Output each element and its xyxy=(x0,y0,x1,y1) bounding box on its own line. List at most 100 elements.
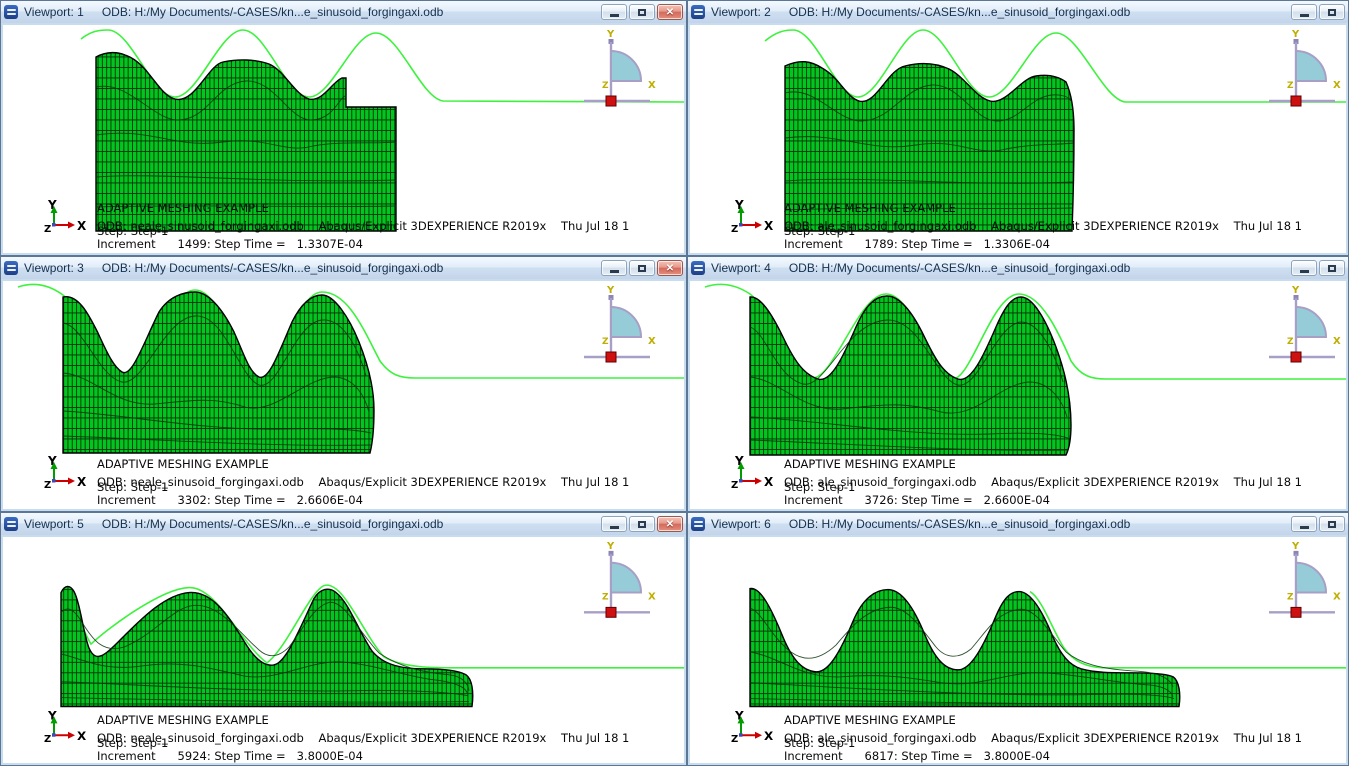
die-curve xyxy=(764,29,1346,103)
viewport-window-4: Viewport: 4 ODB: H:/My Documents/-CASES/… xyxy=(687,256,1349,512)
restore-button[interactable] xyxy=(629,516,655,532)
viewport-titlebar[interactable]: Viewport: 1 ODB: H:/My Documents/-CASES/… xyxy=(1,1,686,24)
viewport-window-5: Viewport: 5 ODB: H:/My Documents/-CASES/… xyxy=(0,512,687,766)
annotation-increment-line: Increment 1499: Step Time = 1.3307E-04 xyxy=(97,237,363,251)
die-curve xyxy=(60,584,684,669)
annotation-heading: ADAPTIVE MESHING EXAMPLE xyxy=(97,201,269,215)
restore-button[interactable] xyxy=(1319,516,1345,532)
annotation-heading: ADAPTIVE MESHING EXAMPLE xyxy=(97,457,269,471)
viewport-titlebar[interactable]: Viewport: 3 ODB: H:/My Documents/-CASES/… xyxy=(1,257,686,280)
viewport-window-3: Viewport: 3 ODB: H:/My Documents/-CASES/… xyxy=(0,256,687,512)
annotation-increment-line: Increment 3726: Step Time = 2.6600E-04 xyxy=(784,493,1050,507)
viewport-titlebar[interactable]: Viewport: 2 ODB: H:/My Documents/-CASES/… xyxy=(688,1,1348,24)
viewport-icon xyxy=(691,517,705,531)
state-annotation: ADAPTIVE MESHING EXAMPLE ODB: ale_sinuso… xyxy=(784,537,1349,763)
viewport-canvas[interactable]: ADAPTIVE MESHING EXAMPLE ODB: neale_sinu… xyxy=(1,535,686,765)
restore-button[interactable] xyxy=(1319,4,1345,20)
viewport-title: Viewport: 4 xyxy=(711,261,771,275)
viewport-titlebar[interactable]: Viewport: 6 ODB: H:/My Documents/-CASES/… xyxy=(688,513,1348,536)
annotation-odb-line: ODB: neale_sinusoid_forgingaxi.odb Abaqu… xyxy=(97,219,630,233)
annotation-heading: ADAPTIVE MESHING EXAMPLE xyxy=(97,713,269,727)
close-button[interactable]: ✕ xyxy=(657,516,683,532)
viewport-canvas[interactable]: ADAPTIVE MESHING EXAMPLE ODB: neale_sinu… xyxy=(1,23,686,255)
state-annotation: ADAPTIVE MESHING EXAMPLE ODB: ale_sinuso… xyxy=(784,281,1349,509)
restore-icon xyxy=(638,520,646,528)
minimize-button[interactable] xyxy=(601,260,627,276)
minimize-button[interactable] xyxy=(601,516,627,532)
annotation-step-line: Step: Step-1 xyxy=(97,224,169,238)
restore-icon xyxy=(1328,8,1336,16)
state-annotation: ADAPTIVE MESHING EXAMPLE ODB: ale_sinuso… xyxy=(784,25,1349,253)
annotation-step-line: Step: Step-1 xyxy=(97,736,169,750)
annotation-heading: ADAPTIVE MESHING EXAMPLE xyxy=(784,457,956,471)
annotation-step-line: Step: Step-1 xyxy=(97,480,169,494)
annotation-odb-line: ODB: neale_sinusoid_forgingaxi.odb Abaqu… xyxy=(97,731,630,745)
viewport-scene xyxy=(43,27,684,236)
viewport-titlebar[interactable]: Viewport: 4 ODB: H:/My Documents/-CASES/… xyxy=(688,257,1348,280)
minimize-button[interactable] xyxy=(601,4,627,20)
viewport-title-odb-path: ODB: H:/My Documents/-CASES/kn...e_sinus… xyxy=(101,261,444,275)
viewport-scene xyxy=(730,539,1346,747)
viewport-titlebar[interactable]: Viewport: 5 ODB: H:/My Documents/-CASES/… xyxy=(1,513,686,536)
minimize-button[interactable] xyxy=(1291,516,1317,532)
restore-icon xyxy=(638,8,646,16)
viewport-title-odb-path: ODB: H:/My Documents/-CASES/kn...e_sinus… xyxy=(788,517,1131,531)
state-annotation: ADAPTIVE MESHING EXAMPLE ODB: neale_sinu… xyxy=(97,25,697,253)
minimize-button[interactable] xyxy=(1291,4,1317,20)
restore-button[interactable] xyxy=(629,260,655,276)
annotation-odb-line: ODB: ale_sinusoid_forgingaxi.odb Abaqus/… xyxy=(784,219,1302,233)
viewport-canvas[interactable]: ADAPTIVE MESHING EXAMPLE ODB: ale_sinuso… xyxy=(688,535,1348,765)
minimize-icon xyxy=(609,269,619,273)
viewport-scene xyxy=(17,283,684,492)
workpiece-mesh xyxy=(60,585,474,708)
annotation-increment-line: Increment 1789: Step Time = 1.3306E-04 xyxy=(784,237,1050,251)
state-annotation: ADAPTIVE MESHING EXAMPLE ODB: neale_sinu… xyxy=(97,537,697,763)
viewport-scene xyxy=(730,27,1346,236)
workpiece-mesh xyxy=(784,61,1075,232)
close-button[interactable]: ✕ xyxy=(657,260,683,276)
annotation-step-line: Step: Step-1 xyxy=(784,480,856,494)
viewport-icon xyxy=(4,517,18,531)
viewport-canvas[interactable]: ADAPTIVE MESHING EXAMPLE ODB: neale_sinu… xyxy=(1,279,686,511)
minimize-icon xyxy=(1299,525,1309,529)
viewport-canvas[interactable]: ADAPTIVE MESHING EXAMPLE ODB: ale_sinuso… xyxy=(688,279,1348,511)
viewport-window-1: Viewport: 1 ODB: H:/My Documents/-CASES/… xyxy=(0,0,687,256)
close-button[interactable]: ✕ xyxy=(657,4,683,20)
minimize-button[interactable] xyxy=(1291,260,1317,276)
annotation-heading: ADAPTIVE MESHING EXAMPLE xyxy=(784,201,956,215)
minimize-icon xyxy=(1299,13,1309,17)
annotation-odb-line: ODB: neale_sinusoid_forgingaxi.odb Abaqu… xyxy=(97,475,630,489)
annotation-odb-line: ODB: ale_sinusoid_forgingaxi.odb Abaqus/… xyxy=(784,731,1302,745)
annotation-odb-line: ODB: ale_sinusoid_forgingaxi.odb Abaqus/… xyxy=(784,475,1302,489)
viewport-canvas[interactable]: ADAPTIVE MESHING EXAMPLE ODB: ale_sinuso… xyxy=(688,23,1348,255)
viewport-title: Viewport: 2 xyxy=(711,5,771,19)
viewport-window-6: Viewport: 6 ODB: H:/My Documents/-CASES/… xyxy=(687,512,1349,766)
annotation-increment-line: Increment 3302: Step Time = 2.6606E-04 xyxy=(97,493,363,507)
die-curve xyxy=(1029,590,1346,669)
workpiece-mesh xyxy=(749,587,1181,708)
workpiece-mesh xyxy=(95,51,397,232)
viewport-title-odb-path: ODB: H:/My Documents/-CASES/kn...e_sinus… xyxy=(788,5,1131,19)
viewport-icon xyxy=(4,5,18,19)
minimize-icon xyxy=(609,13,619,17)
viewport-title: Viewport: 5 xyxy=(24,517,84,531)
annotation-step-line: Step: Step-1 xyxy=(784,736,856,750)
viewport-title: Viewport: 6 xyxy=(711,517,771,531)
workpiece-mesh xyxy=(62,291,375,454)
viewport-scene xyxy=(704,283,1346,492)
viewport-title-odb-path: ODB: H:/My Documents/-CASES/kn...e_sinus… xyxy=(101,5,444,19)
state-annotation: ADAPTIVE MESHING EXAMPLE ODB: neale_sinu… xyxy=(97,281,697,509)
restore-button[interactable] xyxy=(1319,260,1345,276)
annotation-increment-line: Increment 5924: Step Time = 3.8000E-04 xyxy=(97,749,363,763)
annotation-heading: ADAPTIVE MESHING EXAMPLE xyxy=(784,713,956,727)
viewport-icon xyxy=(691,261,705,275)
restore-button[interactable] xyxy=(629,4,655,20)
viewport-title: Viewport: 3 xyxy=(24,261,84,275)
viewport-title-odb-path: ODB: H:/My Documents/-CASES/kn...e_sinus… xyxy=(788,261,1131,275)
viewport-scene xyxy=(43,539,684,747)
restore-icon xyxy=(1328,264,1336,272)
annotation-step-line: Step: Step-1 xyxy=(784,224,856,238)
minimize-icon xyxy=(609,525,619,529)
viewport-icon xyxy=(691,5,705,19)
